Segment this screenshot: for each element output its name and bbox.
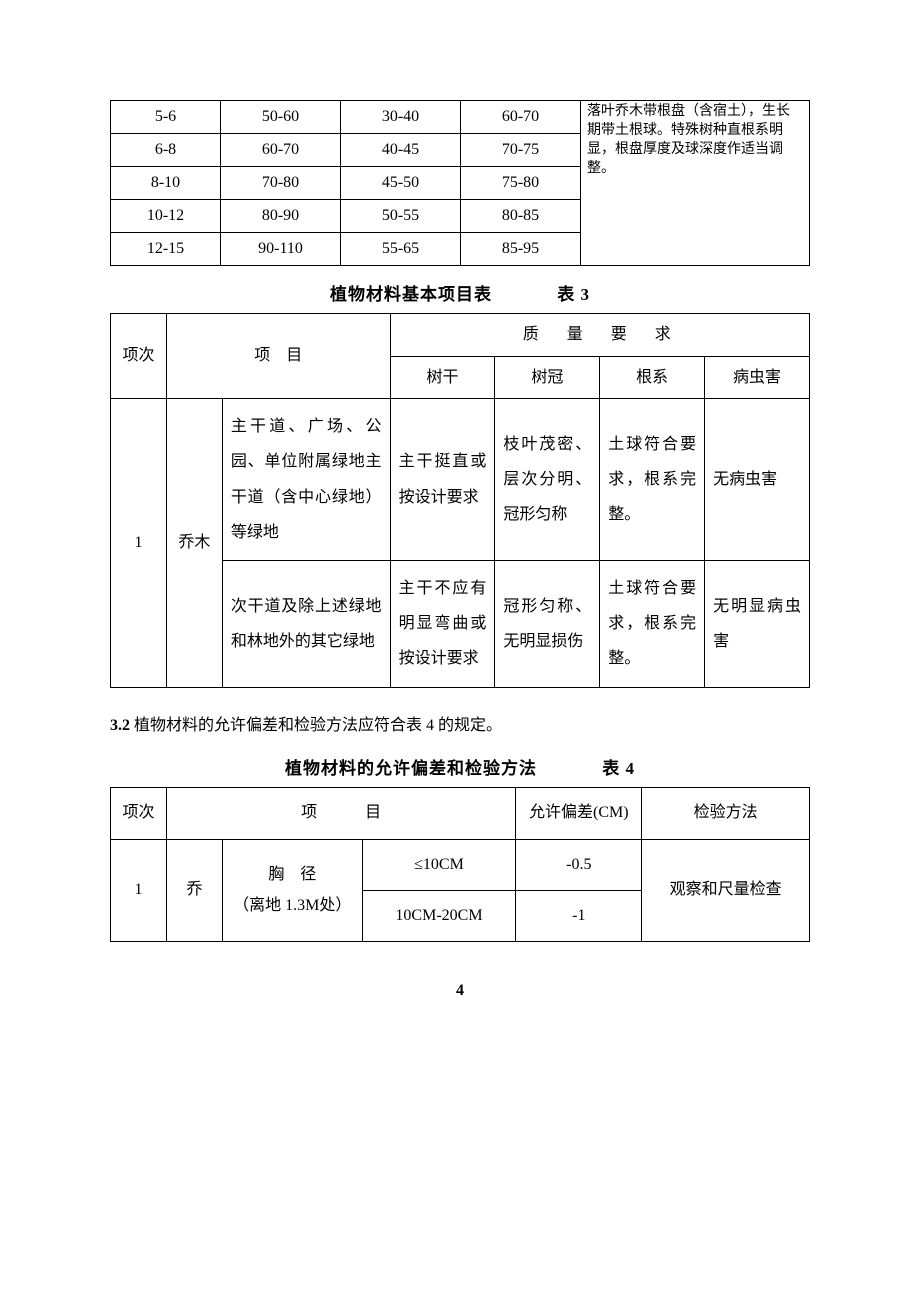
cell: 85-95 [461,233,581,266]
table-3: 项次 项 目 质 量 要 求 树干 树冠 根系 病虫害 1 乔木 主干道、广场、… [110,313,810,688]
cell: 45-50 [341,167,461,200]
cell-method: 观察和尺量检查 [642,839,810,942]
cell-scope: 次干道及除上述绿地和林地外的其它绿地 [222,560,390,687]
cell: 12-15 [111,233,221,266]
cell: 6-8 [111,134,221,167]
table-4: 项次 项 目 允许偏差(CM) 检验方法 1 乔 胸 径 （离地 1.3M处） … [110,787,810,942]
cell: 5-6 [111,101,221,134]
cell-measure: 胸 径 （离地 1.3M处） [222,839,362,942]
col-method: 检验方法 [642,788,810,839]
table-row: 1 乔木 主干道、广场、公园、单位附属绿地主干道（含中心绿地）等绿地 主干挺直或… [111,399,810,561]
cell: 50-55 [341,200,461,233]
cell-cat: 乔 [166,839,222,942]
page-number: 4 [110,982,810,1000]
cell-root: 土球符合要求，根系完整。 [600,399,705,561]
section-text: 植物材料的允许偏差和检验方法应符合表 4 的规定。 [134,717,502,734]
cell-pest: 无病虫害 [705,399,810,561]
col-req: 质 量 要 求 [390,314,809,357]
cell-dev: -1 [516,891,642,942]
cell-pest: 无明显病虫害 [705,560,810,687]
col-dev: 允许偏差(CM) [516,788,642,839]
cell-trunk: 主干不应有明显弯曲或按设计要求 [390,560,495,687]
cell-range: ≤10CM [362,839,516,890]
title-num: 表 4 [602,759,635,778]
cell-scope: 主干道、广场、公园、单位附属绿地主干道（含中心绿地）等绿地 [222,399,390,561]
cell: 30-40 [341,101,461,134]
col-pest: 病虫害 [705,356,810,399]
table-row: 5-6 50-60 30-40 60-70 落叶乔木带根盘（含宿土），生长期带土… [111,101,810,134]
side-note: 落叶乔木带根盘（含宿土），生长期带土根球。特殊树种直根系明显，根盘厚度及球深度作… [581,101,810,266]
col-xiangci: 项次 [111,314,167,399]
table-3-title: 植物材料基本项目表 表 3 [110,280,810,305]
cell-crown: 枝叶茂密、层次分明、冠形匀称 [495,399,600,561]
cell-range: 10CM-20CM [362,891,516,942]
cell: 70-75 [461,134,581,167]
table-4-title: 植物材料的允许偏差和检验方法 表 4 [110,754,810,779]
table-header-row: 项次 项 目 允许偏差(CM) 检验方法 [111,788,810,839]
section-3-2: 3.2 植物材料的允许偏差和检验方法应符合表 4 的规定。 [110,712,810,741]
col-trunk: 树干 [390,356,495,399]
col-root: 根系 [600,356,705,399]
table-row: 1 乔 胸 径 （离地 1.3M处） ≤10CM -0.5 观察和尺量检查 [111,839,810,890]
cell-crown: 冠形匀称、无明显损伤 [495,560,600,687]
cell: 70-80 [221,167,341,200]
title-text: 植物材料基本项目表 [330,285,492,304]
cell: 90-110 [221,233,341,266]
cell-dev: -0.5 [516,839,642,890]
col-xiangmu: 项 目 [166,314,390,399]
cell-num: 1 [111,399,167,687]
cell: 80-90 [221,200,341,233]
cell: 40-45 [341,134,461,167]
cell-trunk: 主干挺直或按设计要求 [390,399,495,561]
cell: 10-12 [111,200,221,233]
measure-line: （离地 1.3M处） [233,897,351,914]
table-1: 5-6 50-60 30-40 60-70 落叶乔木带根盘（含宿土），生长期带土… [110,100,810,266]
title-num: 表 3 [557,285,590,304]
col-xiangmu: 项 目 [166,788,515,839]
cell: 60-70 [461,101,581,134]
title-text: 植物材料的允许偏差和检验方法 [285,759,537,778]
cell-root: 土球符合要求，根系完整。 [600,560,705,687]
cell: 8-10 [111,167,221,200]
cell-num: 1 [111,839,167,942]
col-crown: 树冠 [495,356,600,399]
cell: 60-70 [221,134,341,167]
cell: 55-65 [341,233,461,266]
section-num: 3.2 [110,717,130,734]
table-header-row: 项次 项 目 质 量 要 求 [111,314,810,357]
cell: 80-85 [461,200,581,233]
cell: 75-80 [461,167,581,200]
cell-cat: 乔木 [166,399,222,687]
cell: 50-60 [221,101,341,134]
col-xiangci: 项次 [111,788,167,839]
measure-line: 胸 径 [268,866,316,883]
